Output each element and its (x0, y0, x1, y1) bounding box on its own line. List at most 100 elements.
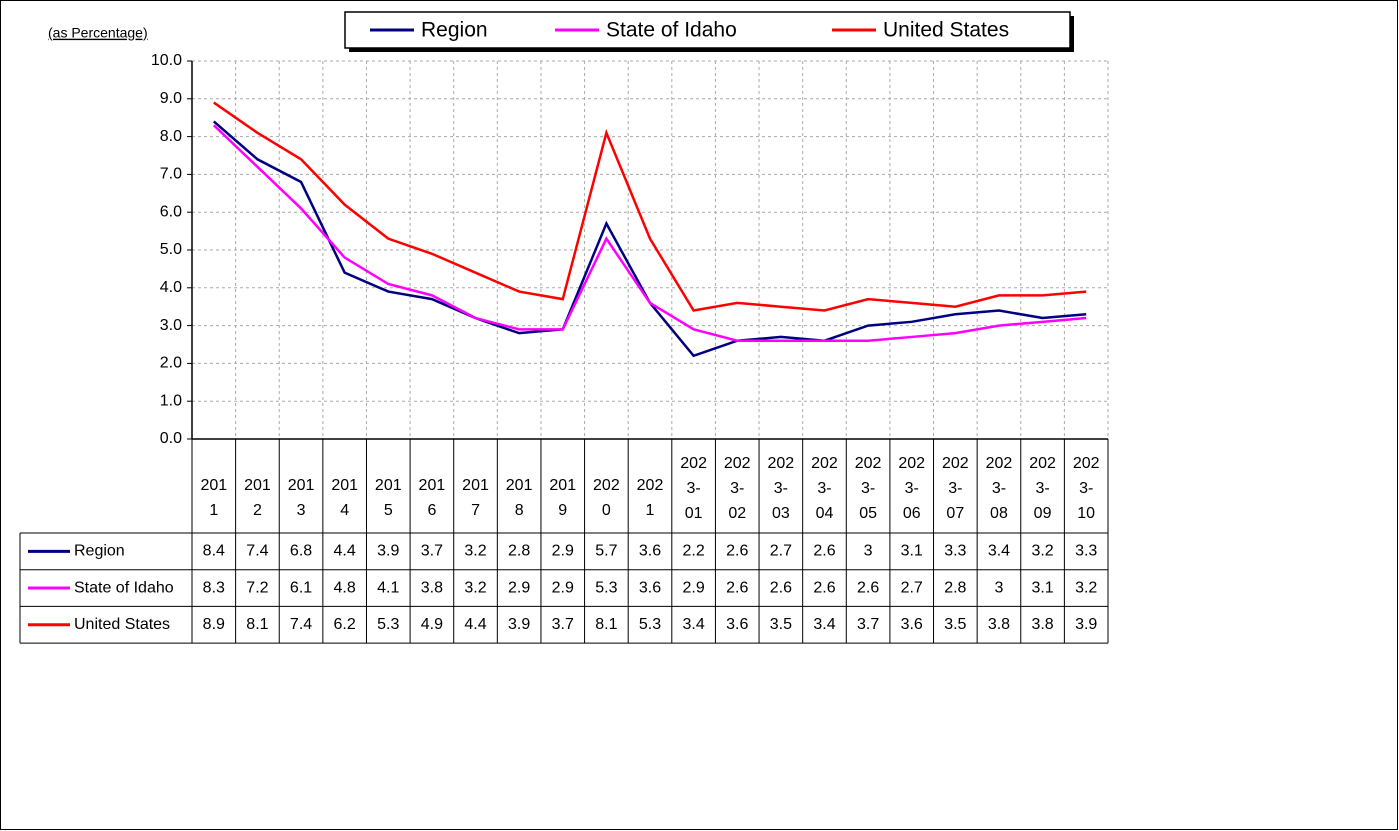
table-value: 3.2 (464, 579, 486, 596)
x-tick-label: 202 1 (637, 477, 664, 519)
table-value: 2.6 (726, 543, 748, 560)
table-value: 3.4 (682, 616, 704, 633)
x-tick-label: 202 3-05 (855, 455, 882, 522)
y-tick-label: 2.0 (160, 355, 182, 372)
x-tick-label: 201 9 (549, 477, 576, 519)
table-value: 7.2 (246, 579, 268, 596)
table-value: 5.7 (595, 543, 617, 560)
table-value: 3.7 (857, 616, 879, 633)
table-value: 7.4 (246, 543, 268, 560)
table-value: 2.9 (552, 543, 574, 560)
x-tick-label: 201 1 (200, 477, 227, 519)
table-row-label: United States (74, 616, 170, 633)
table-value: 3.7 (552, 616, 574, 633)
x-tick-label: 202 3-03 (768, 455, 795, 522)
series-line (213, 101, 1087, 312)
x-tick-label: 202 3-07 (942, 455, 969, 522)
x-tick-label: 201 6 (419, 477, 446, 519)
table-value: 3.5 (944, 616, 966, 633)
table-value: 3.2 (1031, 543, 1053, 560)
table-row-label: State of Idaho (74, 579, 174, 596)
table-value: 2.9 (682, 579, 704, 596)
table-value: 2.6 (726, 579, 748, 596)
table-value: 3.2 (464, 543, 486, 560)
table-value: 2.9 (508, 579, 530, 596)
table-value: 8.4 (203, 543, 225, 560)
table-value: 3.3 (944, 543, 966, 560)
x-tick-label: 202 3-10 (1073, 455, 1100, 522)
table-value: 8.1 (595, 616, 617, 633)
table-value: 3.6 (639, 579, 661, 596)
table-value: 3.8 (1031, 616, 1053, 633)
x-tick-label: 202 0 (593, 477, 620, 519)
table-value: 4.1 (377, 579, 399, 596)
table-value: 3.9 (1075, 616, 1097, 633)
series-line (212, 124, 1087, 342)
table-value: 8.9 (203, 616, 225, 633)
table-value: 8.3 (203, 579, 225, 596)
table-value: 3.7 (421, 543, 443, 560)
y-axis-label: (as Percentage) (48, 25, 148, 41)
x-tick-label: 202 3-01 (680, 455, 707, 522)
y-tick-label: 9.0 (160, 90, 182, 107)
table-value: 8.1 (246, 616, 268, 633)
table-value: 6.2 (334, 616, 356, 633)
table-value: 3.9 (377, 543, 399, 560)
table-value: 2.7 (901, 579, 923, 596)
legend-label: United States (883, 19, 1009, 42)
table-value: 2.6 (813, 543, 835, 560)
x-tick-label: 202 3-08 (986, 455, 1013, 522)
table-value: 2.6 (813, 579, 835, 596)
table-value: 6.8 (290, 543, 312, 560)
y-tick-label: 5.0 (160, 241, 182, 258)
y-tick-label: 1.0 (160, 392, 182, 409)
y-tick-label: 6.0 (160, 203, 182, 220)
x-tick-label: 202 3-09 (1029, 455, 1056, 522)
table-value: 3.3 (1075, 543, 1097, 560)
table-value: 4.4 (464, 616, 486, 633)
y-tick-label: 4.0 (160, 279, 182, 296)
table-value: 5.3 (595, 579, 617, 596)
table-value: 2.6 (857, 579, 879, 596)
table-value: 4.8 (334, 579, 356, 596)
table-value: 2.8 (944, 579, 966, 596)
table-value: 2.2 (682, 543, 704, 560)
x-tick-label: 201 2 (244, 477, 271, 519)
table-value: 5.3 (377, 616, 399, 633)
table-value: 3.9 (508, 616, 530, 633)
table-value: 2.8 (508, 543, 530, 560)
table-value: 3.6 (639, 543, 661, 560)
table-value: 3.1 (901, 543, 923, 560)
x-tick-label: 201 8 (506, 477, 533, 519)
table-value: 4.9 (421, 616, 443, 633)
x-tick-label: 202 3-02 (724, 455, 751, 522)
x-tick-label: 201 5 (375, 477, 402, 519)
table-value: 3.1 (1031, 579, 1053, 596)
legend-box (344, 11, 1071, 49)
table-value: 7.4 (290, 616, 312, 633)
y-tick-label: 8.0 (160, 128, 182, 145)
x-tick-label: 201 3 (288, 477, 315, 519)
table-value: 3 (994, 579, 1003, 596)
legend-label: Region (421, 19, 488, 42)
legend-label: State of Idaho (606, 19, 737, 42)
x-tick-label: 201 7 (462, 477, 489, 519)
table-value: 3.6 (726, 616, 748, 633)
y-tick-label: 10.0 (151, 52, 182, 69)
table-value: 2.7 (770, 543, 792, 560)
table-value: 3 (864, 543, 873, 560)
table-value: 3.8 (421, 579, 443, 596)
table-value: 3.4 (813, 616, 835, 633)
table-value: 3.5 (770, 616, 792, 633)
table-row-label: Region (74, 543, 125, 560)
y-tick-label: 7.0 (160, 166, 182, 183)
table-value: 3.4 (988, 543, 1010, 560)
y-tick-label: 3.0 (160, 317, 182, 334)
x-tick-label: 202 3-04 (811, 455, 838, 522)
table-value: 3.6 (901, 616, 923, 633)
table-value: 5.3 (639, 616, 661, 633)
x-tick-label: 202 3-06 (898, 455, 925, 522)
y-tick-label: 0.0 (160, 430, 182, 447)
